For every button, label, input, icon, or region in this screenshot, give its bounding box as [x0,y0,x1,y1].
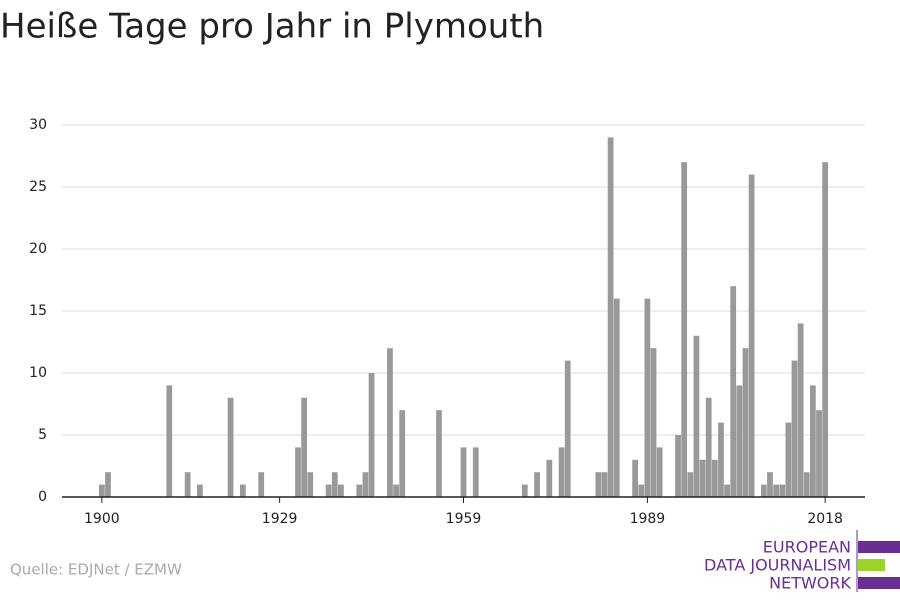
logo-text: EUROPEAN [763,538,851,557]
bar [675,435,681,497]
bar [656,447,663,497]
bar [803,472,810,497]
bar [730,286,737,497]
bar [307,472,314,497]
y-tick-label: 0 [38,489,47,505]
bar [258,472,265,497]
bar [687,472,694,497]
bar [760,484,767,497]
y-tick-label: 25 [29,179,47,195]
bar [822,162,829,497]
bar [767,472,773,497]
bar [724,484,730,497]
bar [595,472,602,497]
x-tick-label: 1989 [630,511,666,527]
bar [197,484,203,497]
bar [607,137,614,497]
bar [295,447,301,497]
bar [356,484,363,497]
x-tick-label: 1959 [446,511,482,527]
bar [301,397,308,497]
logo-bar [858,541,900,553]
bar [736,385,743,497]
bar [227,397,234,497]
y-tick-label: 30 [29,117,47,133]
bar [711,459,718,497]
bar [613,298,620,497]
bar [331,472,338,497]
y-tick-label: 20 [29,241,47,257]
bar [521,484,528,497]
bar [748,174,755,497]
bar [325,484,332,497]
bar [693,335,700,497]
y-tick-label: 15 [29,303,47,319]
x-tick-label: 1929 [262,511,298,527]
bar [638,484,645,497]
bar [632,459,639,497]
bar [436,410,442,497]
bar [773,484,779,497]
bar [742,348,749,497]
bar [816,410,822,497]
bar [564,360,571,497]
bar [785,422,792,497]
y-tick-label: 5 [38,427,47,443]
bar [699,459,706,497]
bar [558,447,565,497]
bar [791,360,798,497]
logo-text: DATA JOURNALISM [704,556,851,575]
bar [705,397,712,497]
bar [460,447,467,497]
bar [650,348,657,497]
bar [184,472,191,497]
bar [368,373,375,497]
bar [166,385,173,497]
y-tick-label: 10 [29,365,47,381]
bar [338,484,344,497]
bar [98,484,105,497]
bar [393,484,399,497]
source: Quelle: EDJNet / EZMW [10,561,182,579]
bar [362,472,369,497]
logo-text: NETWORK [769,574,851,593]
chart-title: Heiße Tage pro Jahr in Plymouth [0,7,544,47]
x-tick-label: 1900 [84,511,120,527]
bar [644,298,651,497]
bar [601,472,608,497]
logo-bar [858,577,900,589]
x-tick-label: 2018 [807,511,843,527]
bar [681,162,688,497]
bar [797,323,804,497]
bar [810,385,816,497]
bar [387,348,393,497]
bar [239,484,246,497]
bar [105,472,111,497]
bar [718,422,724,497]
logo-bar [858,559,885,571]
bar [399,410,406,497]
bar [546,459,553,497]
bar [472,447,479,497]
bar [779,484,786,497]
bar [534,472,540,497]
